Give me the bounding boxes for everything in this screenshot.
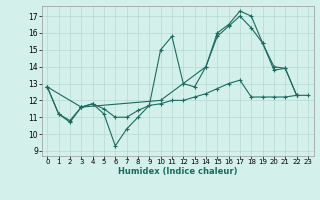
X-axis label: Humidex (Indice chaleur): Humidex (Indice chaleur) (118, 167, 237, 176)
